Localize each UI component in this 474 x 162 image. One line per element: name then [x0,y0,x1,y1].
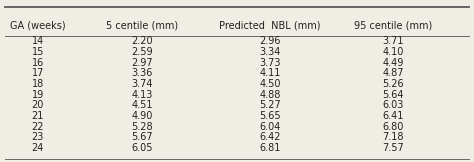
Text: 24: 24 [32,143,44,153]
Text: 4.51: 4.51 [131,100,153,110]
Text: 22: 22 [32,122,44,132]
Text: 5.26: 5.26 [383,79,404,89]
Text: 7.57: 7.57 [383,143,404,153]
Text: 2.97: 2.97 [131,58,153,68]
Text: 95 centile (mm): 95 centile (mm) [354,20,433,30]
Text: 21: 21 [32,111,44,121]
Text: 4.50: 4.50 [259,79,281,89]
Text: 14: 14 [32,36,44,46]
Text: 5.28: 5.28 [131,122,153,132]
Text: 5 centile (mm): 5 centile (mm) [106,20,178,30]
Text: 5.65: 5.65 [259,111,281,121]
Text: 5.67: 5.67 [131,132,153,142]
Text: 4.10: 4.10 [383,47,404,57]
Text: 6.41: 6.41 [383,111,404,121]
Text: 20: 20 [32,100,44,110]
Text: 19: 19 [32,90,44,100]
Text: 3.36: 3.36 [131,68,153,78]
Text: 17: 17 [32,68,44,78]
Text: 4.11: 4.11 [259,68,281,78]
Text: Predicted  NBL (mm): Predicted NBL (mm) [219,20,321,30]
Text: 2.96: 2.96 [259,36,281,46]
Text: 3.73: 3.73 [259,58,281,68]
Text: 5.64: 5.64 [383,90,404,100]
Text: 4.88: 4.88 [259,90,281,100]
Text: 3.74: 3.74 [131,79,153,89]
Text: 4.49: 4.49 [383,58,404,68]
Text: 2.59: 2.59 [131,47,153,57]
Text: 16: 16 [32,58,44,68]
Text: GA (weeks): GA (weeks) [10,20,66,30]
Text: 7.18: 7.18 [383,132,404,142]
Text: 4.87: 4.87 [383,68,404,78]
Text: 15: 15 [32,47,44,57]
Text: 6.80: 6.80 [383,122,404,132]
Text: 6.81: 6.81 [259,143,281,153]
Text: 3.34: 3.34 [259,47,281,57]
Text: 3.71: 3.71 [383,36,404,46]
Text: 4.90: 4.90 [131,111,153,121]
Text: 6.42: 6.42 [259,132,281,142]
Text: 6.04: 6.04 [259,122,281,132]
Text: 6.05: 6.05 [131,143,153,153]
Text: 6.03: 6.03 [383,100,404,110]
Text: 18: 18 [32,79,44,89]
Text: 4.13: 4.13 [131,90,153,100]
Text: 5.27: 5.27 [259,100,281,110]
Text: 2.20: 2.20 [131,36,153,46]
Text: 23: 23 [32,132,44,142]
